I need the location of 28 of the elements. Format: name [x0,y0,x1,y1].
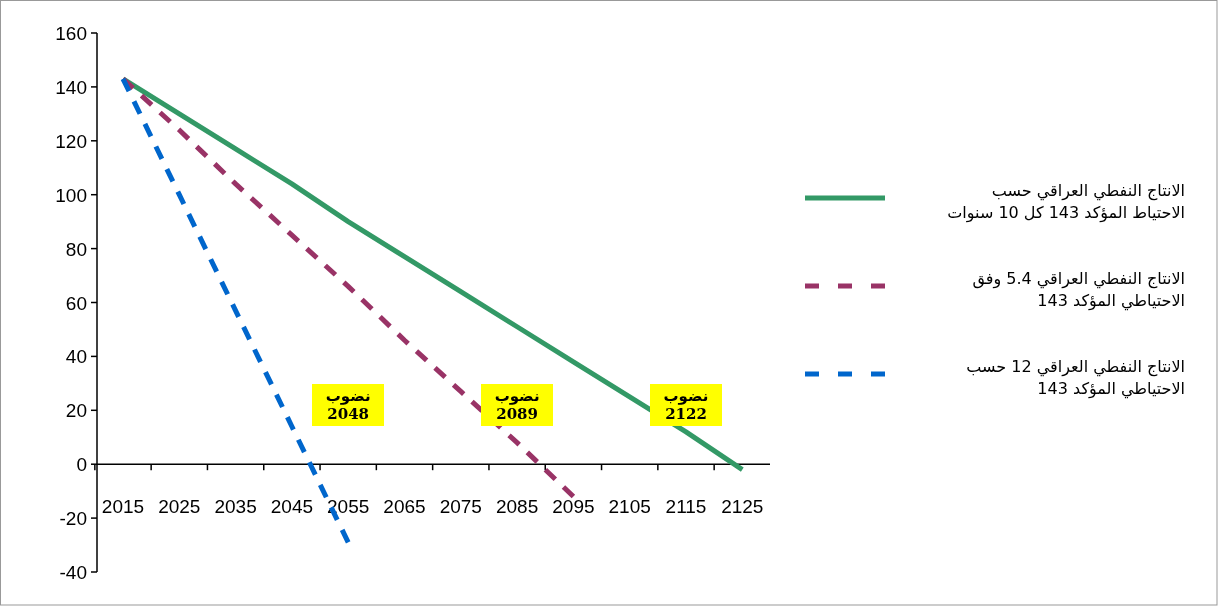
y-tick-label: 20 [65,400,87,422]
x-tick-label: 2125 [721,496,764,518]
y-tick-label: 80 [65,238,87,260]
text: الانتاج النفطي العراقي 5.4 وفق الاحتياطي المؤكد 143 [971,268,1185,312]
x-tick-label: 2065 [383,496,426,518]
y-tick-label: 0 [76,454,87,476]
y-tick-label: 120 [55,130,87,152]
x-tick-label: 2045 [270,496,314,518]
y-tick-label: 60 [65,292,87,314]
x-tick-label: 2105 [608,496,651,518]
text: الانتاج النفطي العراقي حسب الاحتياط المؤكد 143 كل 10 سنوات [946,180,1185,224]
y-tick-label: 140 [55,76,87,98]
x-tick-label: 2075 [439,496,482,518]
x-tick-label: 2035 [214,496,257,518]
x-tick-label: 2115 [665,496,707,518]
y-tick-label: 40 [65,346,87,368]
annotation: نضوب 2048 [312,384,385,426]
y-tick-label: -20 [59,508,87,530]
annotation: نضوب 2089 [481,384,554,426]
text: الانتاج النفطي العراقي 12 حسب الاحتياطي المؤكد 143 [965,356,1185,400]
y-tick-label: 160 [55,23,87,44]
x-tick-label: 2015 [101,496,145,518]
x-tick-label: 2085 [495,496,539,518]
x-tick-label: 2025 [158,496,201,518]
y-tick-label: 100 [55,184,87,206]
annotation: نضوب 2122 [650,384,722,426]
y-tick-label: -40 [59,562,87,583]
x-tick-label: 2095 [552,496,595,518]
